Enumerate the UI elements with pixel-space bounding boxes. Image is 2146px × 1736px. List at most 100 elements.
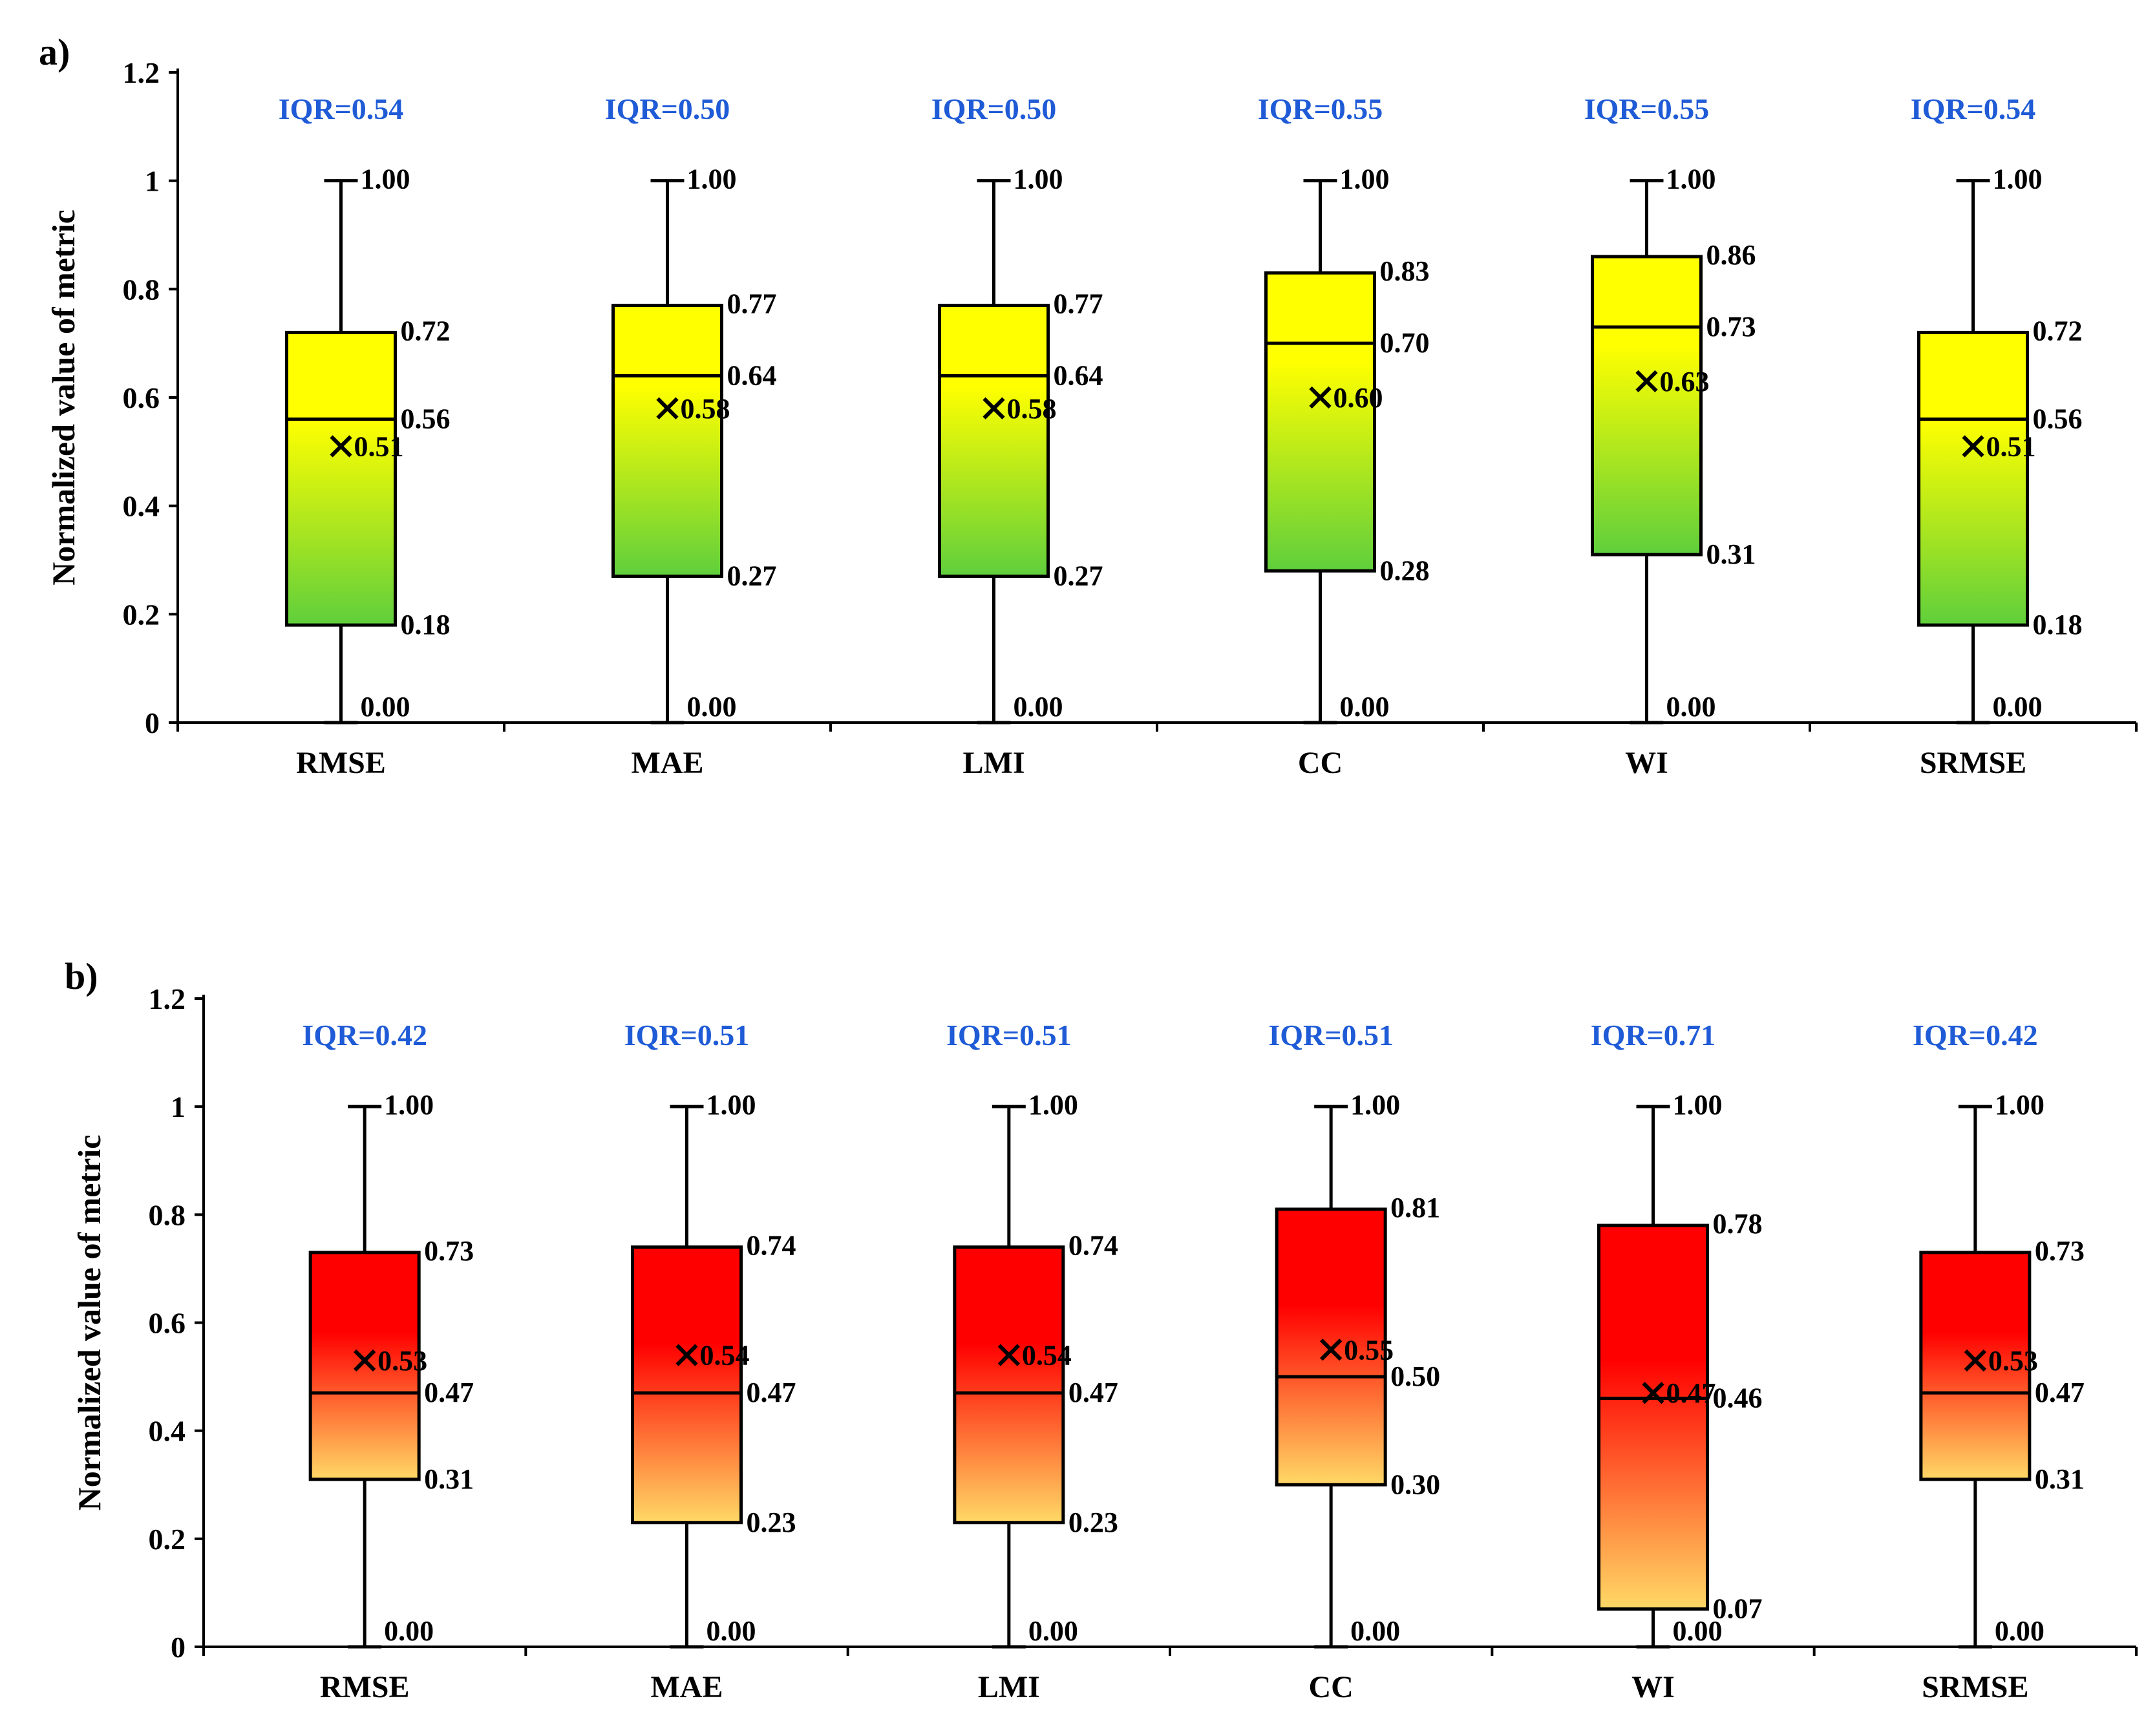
y-tick-label: 1 bbox=[145, 165, 160, 198]
y-tick-label: 0.6 bbox=[123, 381, 160, 414]
iqr-label: IQR=0.42 bbox=[1913, 1019, 2038, 1052]
iqr-box bbox=[938, 303, 1050, 578]
mean-marker bbox=[675, 1344, 698, 1366]
median-label: 0.56 bbox=[401, 403, 451, 435]
box-rmse: 1.00 0.72 0.560.51 0.18 0.00 IQR=0.54 RMSE bbox=[279, 92, 451, 780]
box-srmse: 1.00 0.73 0.470.53 0.31 0.00 IQR=0.42 SRMSE bbox=[1913, 1019, 2085, 1704]
iqr-box bbox=[1917, 330, 2029, 627]
median-label: 0.73 bbox=[1706, 311, 1756, 343]
x-category-label: WI bbox=[1625, 746, 1668, 780]
mean-label: 0.51 bbox=[1986, 430, 2036, 462]
min-label: 0.00 bbox=[1340, 691, 1390, 723]
iqr-label: IQR=0.50 bbox=[605, 92, 730, 125]
y-tick-label: 0.8 bbox=[149, 1198, 186, 1231]
box-mae: 1.00 0.74 0.47 0.54 0.23 0.00 IQR=0.51 MAE bbox=[624, 1019, 796, 1704]
q3-label: 0.81 bbox=[1390, 1192, 1440, 1223]
mean-marker bbox=[1962, 435, 1984, 458]
min-label: 0.00 bbox=[1350, 1615, 1400, 1647]
q1-label: 0.27 bbox=[727, 560, 777, 592]
q1-label: 0.28 bbox=[1380, 555, 1430, 586]
q3-label: 0.74 bbox=[1068, 1229, 1118, 1261]
x-category-label: WI bbox=[1631, 1670, 1675, 1704]
box-lmi: 1.00 0.77 0.640.58 0.27 0.00 IQR=0.50 LMI bbox=[931, 92, 1103, 780]
mean-label: 0.54 bbox=[700, 1340, 750, 1371]
max-label: 1.00 bbox=[1350, 1089, 1400, 1121]
mean-marker bbox=[983, 397, 1005, 419]
iqr-label: IQR=0.55 bbox=[1584, 92, 1710, 125]
q3-label: 0.74 bbox=[747, 1229, 796, 1261]
mean-marker bbox=[1964, 1349, 1986, 1372]
iqr-label: IQR=0.55 bbox=[1258, 92, 1383, 125]
max-label: 1.00 bbox=[1666, 164, 1716, 195]
mean-label: 0.54 bbox=[1022, 1340, 1072, 1371]
y-tick-label: 1.2 bbox=[149, 982, 186, 1015]
iqr-box bbox=[1919, 1251, 2032, 1481]
mean-label: 0.55 bbox=[1344, 1334, 1394, 1366]
panel-label: a) bbox=[39, 31, 70, 73]
y-tick-label: 0.6 bbox=[149, 1307, 186, 1340]
min-label: 0.00 bbox=[1666, 691, 1716, 723]
box-lmi: 1.00 0.74 0.47 0.54 0.23 0.00 IQR=0.51 LMI bbox=[946, 1019, 1118, 1704]
max-label: 1.00 bbox=[1673, 1089, 1723, 1121]
iqr-label: IQR=0.42 bbox=[302, 1019, 427, 1052]
mean-label: 0.51 bbox=[354, 430, 404, 462]
min-label: 0.00 bbox=[1995, 1615, 2045, 1647]
y-tick-label: 1 bbox=[171, 1090, 186, 1123]
y-axis-label: Normalized value of metric bbox=[71, 1135, 107, 1511]
max-label: 1.00 bbox=[384, 1089, 434, 1121]
median-label: 0.56 bbox=[2033, 403, 2083, 435]
x-category-label: SRMSE bbox=[1920, 746, 2026, 780]
q1-label: 0.31 bbox=[424, 1463, 474, 1495]
iqr-label: IQR=0.51 bbox=[946, 1019, 1072, 1052]
q3-label: 0.72 bbox=[401, 315, 451, 346]
q3-label: 0.77 bbox=[1054, 288, 1103, 319]
x-category-label: MAE bbox=[651, 1670, 723, 1704]
iqr-box bbox=[953, 1245, 1065, 1525]
mean-marker bbox=[330, 435, 352, 458]
median-label: 0.64 bbox=[727, 359, 777, 391]
max-label: 1.00 bbox=[1028, 1089, 1078, 1121]
panel-a: a) Normalized value of metric 0 0.2 0.4 0.6 0.… bbox=[39, 31, 2138, 780]
x-category-label: MAE bbox=[632, 746, 704, 780]
iqr-label: IQR=0.50 bbox=[931, 92, 1057, 125]
mean-label: 0.53 bbox=[1988, 1345, 2038, 1377]
mean-marker bbox=[1309, 386, 1332, 409]
mean-marker bbox=[1642, 1382, 1664, 1404]
x-category-label: SRMSE bbox=[1922, 1670, 2028, 1704]
q3-label: 0.77 bbox=[727, 288, 777, 319]
max-label: 1.00 bbox=[1993, 164, 2043, 195]
iqr-label: IQR=0.54 bbox=[1911, 92, 2036, 125]
mean-marker bbox=[1320, 1339, 1343, 1361]
iqr-box bbox=[631, 1245, 743, 1525]
median-label: 0.47 bbox=[1068, 1377, 1118, 1408]
q1-label: 0.18 bbox=[401, 609, 451, 640]
iqr-label: IQR=0.51 bbox=[624, 1019, 750, 1052]
mean-marker bbox=[1635, 370, 1658, 392]
max-label: 1.00 bbox=[1995, 1089, 2045, 1121]
x-category-label: LMI bbox=[978, 1670, 1040, 1704]
y-tick-label: 0 bbox=[145, 706, 160, 739]
x-category-label: CC bbox=[1298, 746, 1343, 780]
mean-label: 0.47 bbox=[1666, 1377, 1716, 1409]
q3-label: 0.73 bbox=[424, 1235, 474, 1267]
min-label: 0.00 bbox=[706, 1615, 756, 1647]
x-category-label: RMSE bbox=[320, 1670, 410, 1704]
median-label: 0.47 bbox=[424, 1377, 474, 1408]
iqr-label: IQR=0.54 bbox=[279, 92, 404, 125]
min-label: 0.00 bbox=[1993, 691, 2043, 723]
x-category-label: RMSE bbox=[296, 746, 386, 780]
box-wi: 1.00 0.78 0.460.47 0.070.00 IQR=0.71 WI bbox=[1591, 1019, 1763, 1704]
y-axis-label: Normalized value of metric bbox=[45, 209, 81, 586]
mean-label: 0.53 bbox=[377, 1345, 427, 1377]
q1-label: 0.18 bbox=[2033, 609, 2083, 640]
box-cc: 1.00 0.81 0.500.55 0.30 0.00 IQR=0.51 CC bbox=[1268, 1019, 1440, 1704]
box-srmse: 1.00 0.72 0.560.51 0.18 0.00 IQR=0.54 SRMSE bbox=[1911, 92, 2083, 780]
box-wi: 1.00 0.86 0.73 0.63 0.31 0.00 IQR=0.55 WI bbox=[1584, 92, 1756, 780]
q3-label: 0.73 bbox=[2035, 1235, 2085, 1267]
q3-label: 0.83 bbox=[1380, 255, 1430, 287]
mean-label: 0.60 bbox=[1333, 382, 1383, 414]
y-tick-label: 0 bbox=[171, 1631, 186, 1664]
y-tick-label: 0.2 bbox=[123, 598, 160, 631]
iqr-box bbox=[1264, 271, 1376, 573]
y-tick-label: 0.4 bbox=[123, 490, 160, 523]
